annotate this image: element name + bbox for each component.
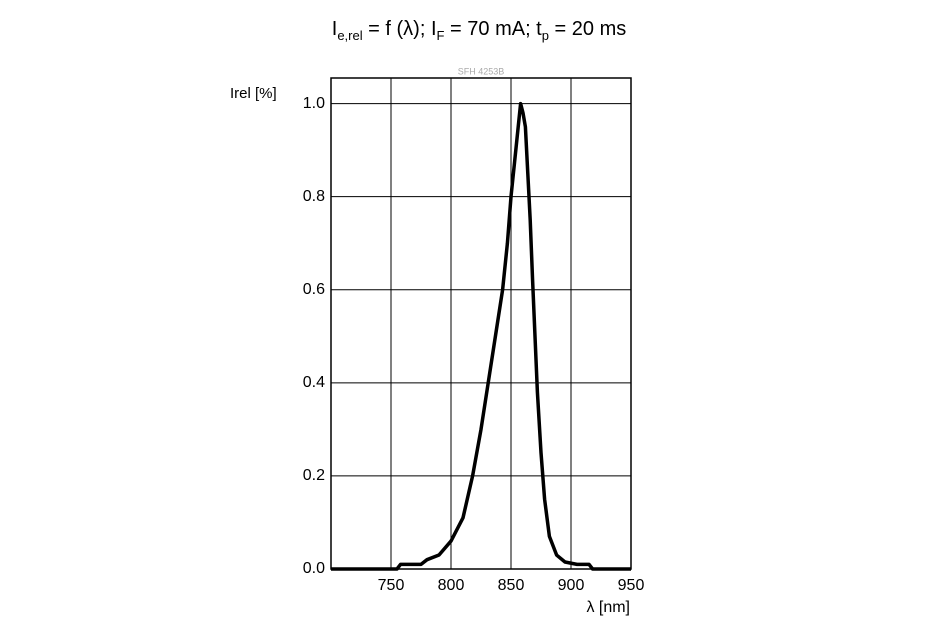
title-subscript: p: [542, 28, 549, 43]
title-part: I: [332, 18, 338, 40]
title-subscript: F: [437, 28, 445, 43]
title-part: = f (λ); I: [363, 18, 437, 40]
y-tick-label: 0.0: [303, 560, 325, 577]
x-tick-label: 850: [498, 577, 525, 594]
x-tick-label: 800: [438, 577, 465, 594]
title-subscript: e,rel: [337, 28, 362, 43]
x-tick-label: 750: [378, 577, 405, 594]
y-tick-label: 0.2: [303, 467, 325, 484]
y-tick-label: 0.8: [303, 188, 325, 205]
y-axis-label: Irel [%]: [230, 85, 277, 102]
chart-title: Ie,rel = f (λ); IF = 70 mA; tp = 20 ms: [332, 18, 626, 43]
x-axis-label: λ [nm]: [586, 599, 630, 616]
x-tick-label: 900: [558, 577, 585, 594]
x-tick-label: 950: [618, 577, 645, 594]
data-line: [331, 101, 631, 571]
plot-frame: [330, 77, 632, 570]
title-part: = 70 mA; t: [444, 18, 542, 40]
y-tick-label: 0.6: [303, 281, 325, 298]
y-tick-label: 1.0: [303, 95, 325, 112]
watermark: SFH 4253B: [458, 66, 505, 76]
y-tick-label: 0.4: [303, 374, 325, 391]
title-part: = 20 ms: [549, 18, 626, 40]
